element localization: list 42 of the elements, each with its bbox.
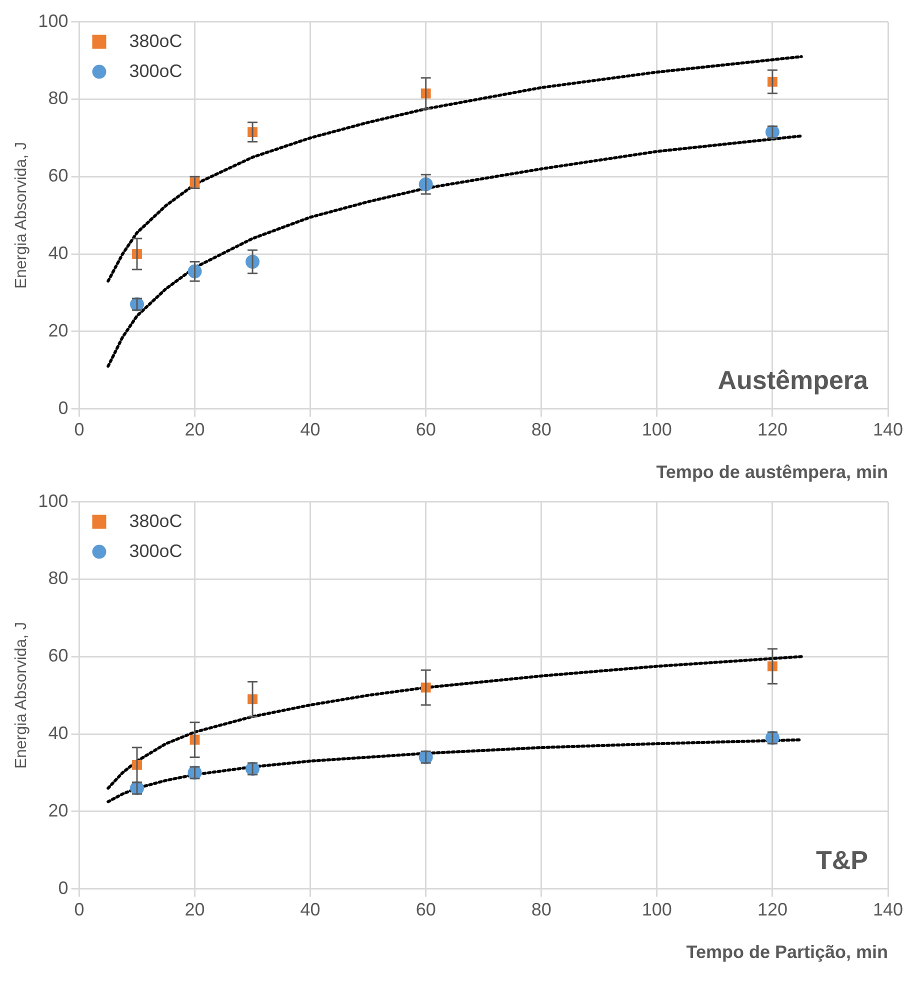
y-tick-label: 60 [48,166,68,186]
y-tick-label: 100 [38,490,68,511]
annotation: T&P [816,844,868,875]
x-tick-label: 20 [184,900,205,920]
y-tick-label: 0 [58,398,68,418]
line-series [106,55,803,283]
x-axis-title: Tempo de austêmpera, min [656,462,888,482]
x-tick-label: 40 [300,900,320,920]
line-series [106,655,803,790]
x-tick-label: 80 [531,900,552,920]
legend-label: 300oC [129,540,182,561]
x-tick-label: 140 [872,420,904,440]
y-tick-label: 60 [48,646,68,666]
legend-label: 380oC [129,30,182,51]
y-tick-label: 80 [48,568,68,588]
y-tick-label: 80 [48,88,68,108]
y-tick-label: 20 [48,800,68,820]
x-tick-label: 0 [74,900,84,920]
legend-label: 300oC [129,60,182,81]
x-tick-label: 120 [757,900,788,920]
x-tick-label: 60 [416,900,436,920]
x-tick-label: 80 [531,420,552,440]
y-tick-label: 100 [38,10,68,31]
y-tick-label: 20 [48,320,68,340]
y-axis-title: Energia Absorvida, J [13,622,30,769]
x-tick-label: 20 [184,420,205,440]
line-series [106,738,803,804]
x-tick-label: 100 [642,420,672,440]
line-series [106,134,803,368]
x-tick-label: 60 [416,420,436,440]
y-tick-label: 0 [58,878,68,898]
x-axis-title: Tempo de Partição, min [686,942,888,962]
x-tick-label: 120 [757,420,788,440]
y-axis-title: Energia Absorvida, J [13,142,30,289]
x-tick-label: 140 [872,900,904,920]
y-tick-label: 40 [48,722,68,743]
y-tick-label: 40 [48,242,68,263]
x-tick-label: 100 [642,900,672,920]
x-tick-label: 40 [300,420,320,440]
annotation: Austêmpera [718,364,869,395]
legend-label: 380oC [129,510,182,531]
x-tick-label: 0 [74,420,84,440]
